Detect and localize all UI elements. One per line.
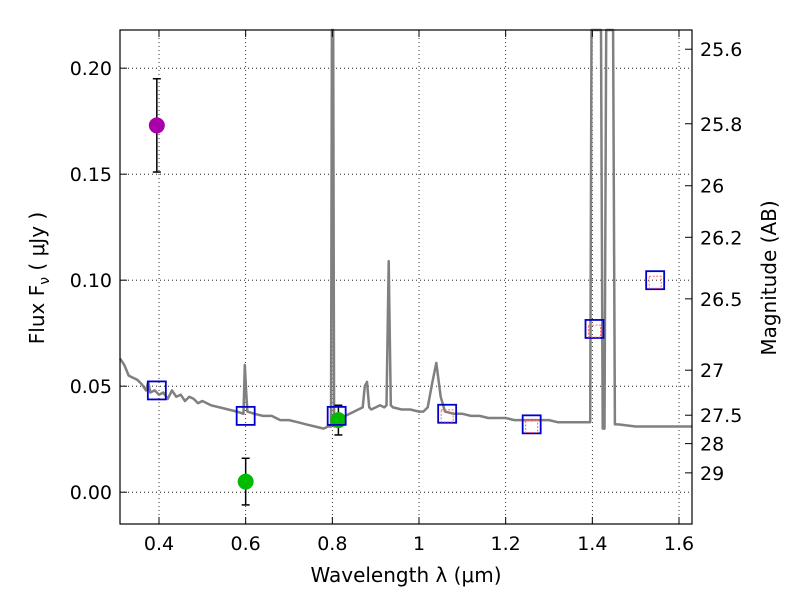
x-tick-label: 0.6 bbox=[231, 533, 261, 555]
spectrum-line bbox=[118, 28, 692, 430]
right-tick-label: 25.6 bbox=[700, 39, 742, 61]
model-band-square bbox=[584, 319, 605, 339]
x-tick-label: 1.6 bbox=[664, 533, 694, 555]
right-tick-label: 29 bbox=[700, 463, 724, 485]
y-tick-label: 0.00 bbox=[70, 482, 112, 504]
y-axis-ticks: 0.00 0.05 0.10 0.15 0.20 bbox=[70, 58, 127, 504]
x-axis-title: Wavelength λ (μm) bbox=[310, 563, 501, 587]
model-band-square bbox=[645, 270, 666, 291]
right-tick-label: 27.5 bbox=[700, 405, 742, 427]
right-tick-label: 26.5 bbox=[700, 289, 742, 311]
model-band-square bbox=[146, 380, 167, 401]
photometry-point bbox=[148, 117, 165, 134]
right-tick-label: 27 bbox=[700, 360, 724, 382]
x-tick-label: 1.2 bbox=[491, 533, 521, 555]
y-tick-label: 0.10 bbox=[70, 270, 112, 292]
model-band-square bbox=[521, 414, 542, 435]
model-band-square bbox=[437, 403, 458, 424]
y-axis-title: Flux Fν ( μJy ) bbox=[25, 212, 53, 344]
right-tick-label: 26.2 bbox=[700, 227, 742, 249]
photometry-markers bbox=[146, 117, 666, 490]
right-tick-label: 26 bbox=[700, 176, 724, 198]
right-tick-label: 28 bbox=[700, 434, 724, 456]
model-band-inner-square bbox=[525, 419, 539, 433]
photometry-point bbox=[237, 473, 254, 490]
y-tick-label: 0.15 bbox=[70, 164, 112, 186]
x-tick-label: 0.4 bbox=[144, 533, 174, 555]
model-band-inner-square bbox=[648, 275, 662, 289]
x-tick-label: 0.8 bbox=[317, 533, 347, 555]
grid bbox=[120, 30, 692, 524]
model-band-square bbox=[326, 405, 347, 426]
model-band-square bbox=[235, 405, 256, 426]
x-tick-label: 1 bbox=[413, 533, 425, 555]
y-tick-label: 0.20 bbox=[70, 58, 112, 80]
model-band-inner-square bbox=[440, 409, 454, 423]
y-tick-label: 0.05 bbox=[70, 376, 112, 398]
right-tick-label: 25.8 bbox=[700, 114, 742, 136]
plot-frame bbox=[119, 29, 693, 525]
x-tick-label: 1.4 bbox=[577, 533, 607, 555]
right-axis-ticks: 25.6 25.8 26 26.2 26.5 27 27.5 28 29 bbox=[685, 39, 742, 485]
model-spectrum bbox=[118, 28, 692, 430]
x-axis-ticks: 0.4 0.6 0.8 1 1.2 1.4 1.6 bbox=[144, 30, 694, 555]
error-bars bbox=[152, 78, 343, 506]
right-axis-title: Magnitude (AB) bbox=[757, 200, 781, 355]
model-band-inner-square bbox=[588, 324, 601, 338]
